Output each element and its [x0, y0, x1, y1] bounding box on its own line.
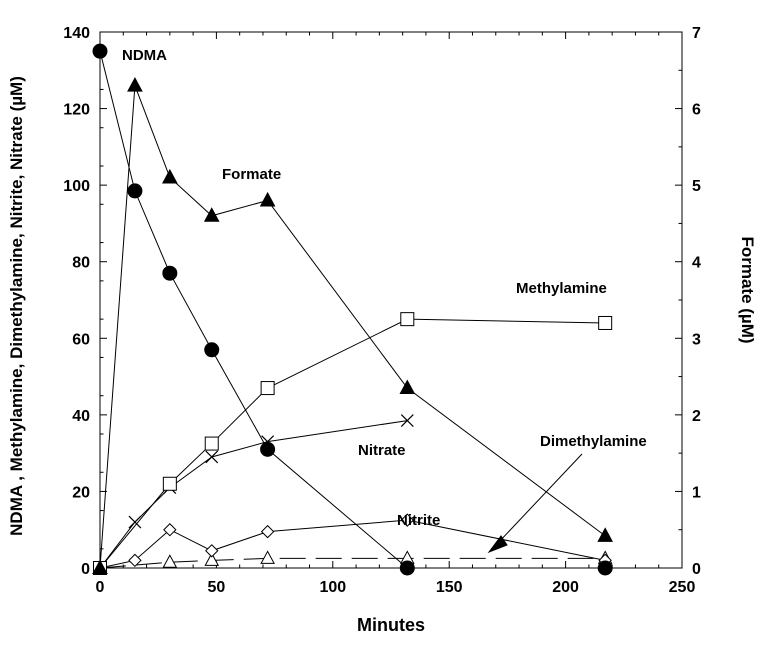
marker-ndma [127, 183, 143, 199]
x-tick-label: 100 [319, 579, 346, 596]
x-tick-label: 150 [436, 579, 463, 596]
marker-methylamine [260, 381, 275, 396]
x-tick-label: 50 [208, 579, 226, 596]
x-tick-label: 250 [669, 579, 696, 596]
marker-formate [203, 207, 220, 222]
y-right-tick-label: 6 [692, 102, 701, 119]
annotation-methylamine: Methylamine [516, 280, 607, 297]
marker-nitrite [260, 524, 275, 539]
y-left-tick-label: 140 [63, 25, 90, 42]
marker-formate [162, 168, 178, 184]
series-line-nitrate [99, 420, 408, 569]
marker-ndma [260, 441, 276, 457]
series-line-nitrite [99, 519, 606, 569]
marker-dimethylamine [162, 554, 178, 568]
marker-dimethylamine [260, 550, 275, 564]
marker-methylamine [400, 312, 415, 327]
marker-nitrite [128, 553, 142, 568]
marker-nitrite [205, 544, 219, 558]
y-left-tick-label: 0 [81, 561, 90, 578]
annotation-ndma: NDMA [122, 47, 167, 64]
marker-formate [259, 191, 276, 207]
marker-methylamine [598, 315, 613, 330]
y-right-tick-label: 4 [692, 255, 701, 272]
x-tick-label: 200 [552, 579, 579, 596]
dimethylamine-arrow-line [496, 453, 583, 545]
marker-formate [92, 559, 108, 574]
marker-formate [127, 77, 143, 92]
annotation-nitrate: Nitrate [358, 442, 406, 459]
series-line-formate [99, 85, 606, 569]
y-right-axis-title: Formate (µM) [738, 236, 757, 343]
series-line-dimethylamine [99, 557, 606, 569]
marker-nitrate [400, 414, 414, 428]
y-left-tick-label: 20 [72, 484, 90, 501]
marker-ndma [399, 560, 415, 576]
marker-dimethylamine [204, 552, 220, 566]
annotations: NDMA Formate Methylamine Nitrate Nitrite Dime… [122, 47, 647, 554]
axes: 0 50 100 150 200 2500204060801001201400123456… [7, 25, 757, 635]
y-right-tick-label: 2 [692, 408, 701, 425]
y-right-tick-label: 5 [692, 178, 701, 195]
series-markers [92, 43, 614, 576]
y-left-tick-label: 100 [63, 178, 90, 195]
marker-nitrate [205, 450, 219, 464]
annotation-formate: Formate [222, 166, 281, 183]
y-left-tick-label: 40 [72, 408, 90, 425]
y-left-tick-label: 120 [63, 102, 90, 119]
y-right-tick-label: 3 [692, 331, 701, 348]
y-right-tick-label: 1 [692, 484, 701, 501]
series-line-methylamine [99, 318, 606, 569]
y-right-tick-label: 7 [692, 25, 701, 42]
marker-ndma [92, 43, 108, 59]
y-left-tick-label: 80 [72, 255, 90, 272]
x-axis-title: Minutes [357, 615, 425, 635]
y-left-tick-label: 60 [72, 331, 90, 348]
marker-methylamine [204, 436, 219, 451]
x-tick-label: 0 [96, 579, 105, 596]
marker-nitrate [128, 515, 142, 529]
marker-methylamine [162, 476, 177, 491]
y-right-tick-label: 0 [692, 561, 701, 578]
marker-formate [399, 379, 416, 395]
marker-formate [597, 527, 614, 542]
plot-frame [99, 31, 683, 569]
marker-ndma [597, 560, 613, 576]
marker-nitrite [400, 513, 415, 527]
annotation-dimethylamine: Dimethylamine [540, 433, 647, 450]
marker-ndma [162, 265, 178, 281]
marker-nitrite [163, 523, 177, 537]
y-left-axis-title: NDMA , Methylamine, Dimethylamine, Nitri… [7, 76, 26, 536]
dimethylamine-arrow-head [487, 535, 508, 554]
marker-ndma [204, 342, 220, 358]
annotation-nitrite: Nitrite [397, 512, 440, 529]
